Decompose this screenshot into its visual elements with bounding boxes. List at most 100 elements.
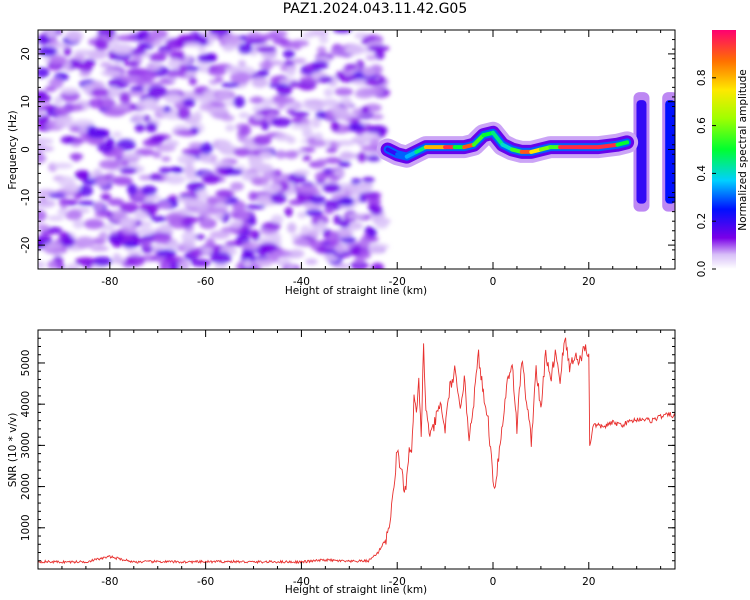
spectrogram-cell bbox=[112, 131, 122, 138]
spectrogram-cell bbox=[150, 135, 166, 142]
spectrogram-cell bbox=[329, 230, 340, 240]
spectrogram-cell bbox=[111, 176, 133, 186]
spectrogram-cell bbox=[335, 71, 346, 80]
spectrogram-cell bbox=[284, 206, 293, 217]
spectrogram-cell bbox=[206, 207, 229, 214]
spectrogram-cell bbox=[181, 148, 203, 156]
spectrogram-cell bbox=[38, 224, 50, 230]
spectrogram-cell bbox=[192, 35, 208, 44]
spectrogram-cell bbox=[51, 162, 74, 169]
spectrogram-cell bbox=[275, 149, 287, 159]
spectrogram-cell bbox=[248, 216, 257, 227]
spectrogram-cell bbox=[291, 58, 307, 65]
spectrogram-cell bbox=[225, 124, 235, 132]
spectrogram-cell bbox=[345, 44, 365, 56]
spectrogram-cell bbox=[315, 110, 327, 120]
spectrogram-cell bbox=[371, 262, 384, 269]
spectrogram-cell bbox=[310, 195, 326, 205]
snr-series-line bbox=[38, 337, 675, 565]
spectrogram-cell bbox=[359, 238, 370, 249]
spectrogram-cell bbox=[253, 114, 265, 120]
spectrogram-cell bbox=[72, 119, 94, 127]
spectrogram-cell bbox=[333, 112, 352, 121]
spectrogram-cell bbox=[229, 71, 252, 84]
colorbar-tick-label: 0.6 bbox=[696, 117, 708, 134]
snr-xtick-label: 20 bbox=[582, 576, 595, 588]
spectrogram-cell bbox=[94, 201, 105, 211]
spectrogram-cell bbox=[238, 112, 250, 119]
spectrogram-cell bbox=[255, 46, 277, 52]
spectrogram-cell bbox=[346, 213, 366, 219]
spectrogram-cell bbox=[268, 82, 288, 89]
spectrogram-cell bbox=[43, 243, 63, 249]
spectrogram-xtick-label: -60 bbox=[197, 276, 214, 288]
spectrogram-cell bbox=[335, 139, 356, 147]
spectrogram-cell bbox=[47, 192, 66, 199]
spectrogram-cell bbox=[361, 87, 384, 96]
spectrogram-cell bbox=[119, 202, 140, 214]
spectrogram-cell bbox=[53, 95, 63, 106]
spectrogram-cell bbox=[292, 237, 310, 246]
spectrogram-cell bbox=[67, 30, 84, 43]
spectrogram-cell bbox=[94, 38, 108, 50]
spectrogram-cell bbox=[201, 174, 221, 184]
spectrogram-cell bbox=[367, 155, 381, 162]
spectrogram-cell bbox=[297, 211, 307, 219]
spectrogram-cell bbox=[316, 220, 326, 231]
spectrogram-cell bbox=[112, 146, 124, 159]
spectrogram-cell bbox=[350, 178, 362, 185]
spectrogram-cell bbox=[333, 214, 342, 225]
spectrogram-cell bbox=[365, 54, 377, 61]
spectrogram-cell bbox=[45, 30, 57, 39]
spectrogram-cell bbox=[134, 148, 155, 156]
spectrogram-cell bbox=[325, 147, 338, 153]
spectrogram-cell bbox=[73, 49, 95, 56]
spectrogram-cell bbox=[206, 196, 220, 204]
spectrogram-cell bbox=[233, 147, 252, 157]
spectrogram-cell bbox=[286, 66, 296, 77]
spectrogram-cell bbox=[199, 151, 212, 163]
spectrogram-cell bbox=[289, 80, 301, 88]
spectrogram-cell bbox=[177, 197, 198, 204]
spectrogram-cell bbox=[175, 129, 193, 137]
spectrogram-ytick-label: -20 bbox=[20, 237, 32, 254]
spectrogram-cell bbox=[121, 224, 137, 235]
spectrogram-cell bbox=[262, 183, 282, 193]
spectrogram-cell bbox=[141, 254, 158, 262]
spectrogram-cell bbox=[199, 103, 215, 112]
spectrogram-cell bbox=[183, 98, 196, 108]
spectrogram-cell bbox=[338, 228, 352, 238]
spectrogram-cell bbox=[65, 103, 84, 112]
spectrogram-cell bbox=[289, 111, 310, 117]
spectrogram-cell bbox=[276, 96, 295, 105]
spectrogram-cell bbox=[169, 50, 180, 61]
spectrogram-cell bbox=[245, 204, 266, 210]
spectrogram-cell bbox=[360, 66, 376, 77]
spectrogram-cell bbox=[90, 245, 109, 252]
spectrogram-cell bbox=[364, 132, 379, 138]
spectrogram-cell bbox=[134, 123, 145, 133]
spectrogram-cell bbox=[300, 225, 311, 237]
spectrogram-cell bbox=[119, 167, 138, 175]
spectrogram-cell bbox=[293, 169, 310, 176]
spectrogram-cell bbox=[340, 236, 357, 244]
spectrogram-ylabel: Frequency (Hz) bbox=[7, 110, 19, 189]
spectrogram-cell bbox=[38, 137, 49, 145]
ridge-segment bbox=[491, 130, 505, 147]
ridge-segment bbox=[615, 140, 630, 147]
spectrogram-cell bbox=[72, 137, 86, 144]
spectrogram-cell bbox=[316, 158, 328, 166]
spectrogram-cell bbox=[338, 160, 351, 168]
spectrogram-cell bbox=[186, 201, 202, 208]
spectrogram-cell bbox=[38, 46, 58, 57]
spectrogram-cell bbox=[147, 63, 161, 71]
spectrogram-cell bbox=[311, 60, 329, 70]
spectrogram-cell bbox=[60, 87, 79, 95]
spectrogram-cell bbox=[159, 261, 169, 269]
spectrogram-cell bbox=[347, 221, 363, 231]
spectrogram-y-axis: -20 -10 0 10 20 bbox=[20, 29, 675, 270]
spectrogram-cell bbox=[205, 237, 216, 250]
spectrogram-cell bbox=[345, 184, 361, 193]
spectrogram-cell bbox=[38, 105, 50, 112]
spectrogram-cell bbox=[288, 249, 305, 259]
